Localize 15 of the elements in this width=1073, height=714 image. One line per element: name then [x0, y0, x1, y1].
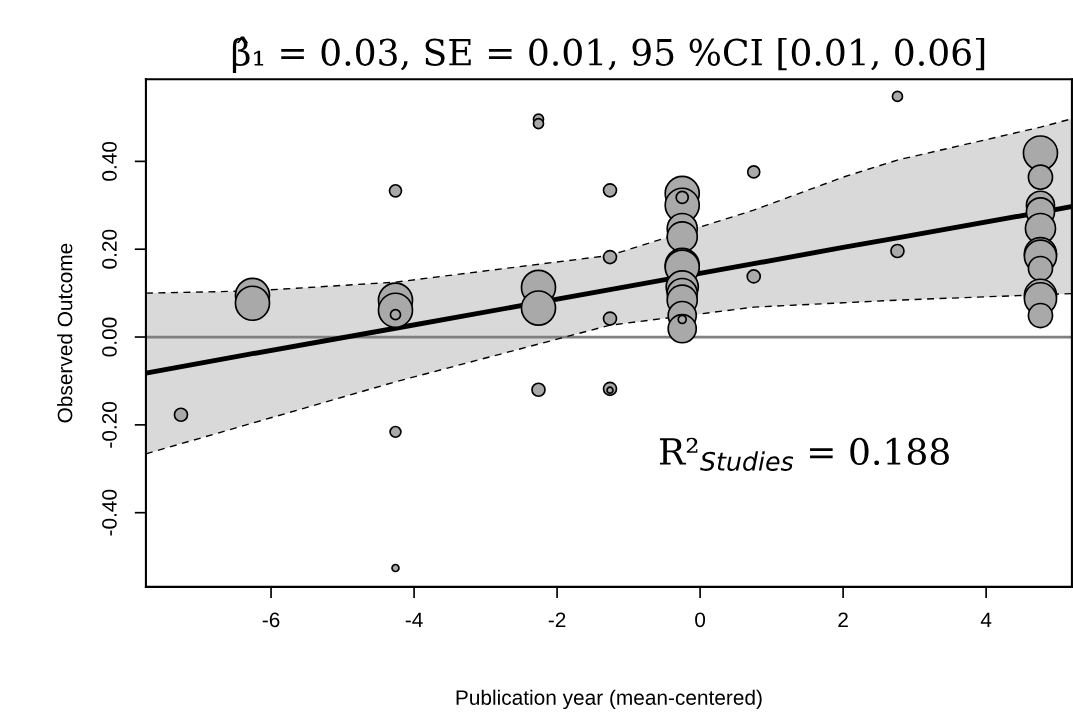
y-tick-label: -0.40: [102, 489, 117, 536]
x-tick-label: 2: [838, 612, 848, 628]
y-tick-label: -0.20: [102, 401, 117, 448]
x-tick-label: -6: [262, 612, 280, 628]
x-tick-label: 0: [695, 612, 706, 628]
chart-title: β̂₁ = 0.03, SE = 0.01, 95 %CI [0.01, 0.06]: [232, 36, 985, 73]
y-tick-label: 0.20: [102, 229, 117, 269]
x-tick-label: -4: [405, 612, 423, 628]
x-tick-label: 4: [980, 612, 992, 628]
x-tick-label: -2: [548, 612, 566, 628]
annotation: R²$_{Studies}$ = 0.188: [659, 437, 949, 471]
y-axis-title: Observed Outcome: [57, 243, 73, 423]
y-tick-label: 0.00: [102, 317, 117, 357]
x-axis-title: Publication year (mean-centered): [456, 689, 762, 710]
y-tick-label: 0.40: [102, 141, 117, 181]
